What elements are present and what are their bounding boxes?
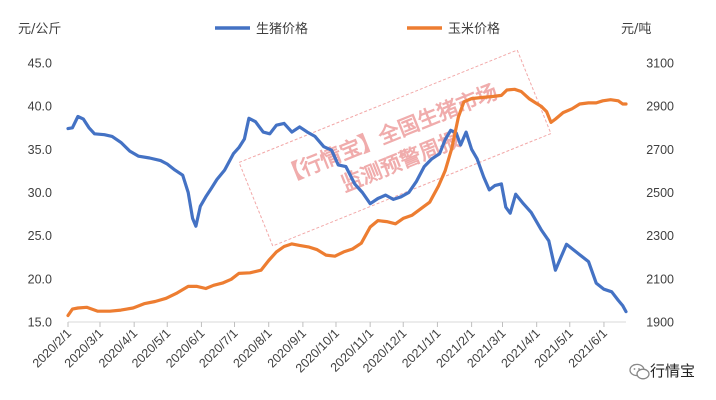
x-ticks: 2020/2/12020/3/12020/4/12020/5/12020/6/1… bbox=[30, 322, 610, 375]
y-left-tick-label: 35.0 bbox=[28, 143, 52, 157]
y-right-tick-label: 2700 bbox=[646, 143, 674, 157]
pig-price-line bbox=[66, 114, 628, 314]
y-right-tick-label: 1900 bbox=[646, 316, 674, 330]
legend-label-corn: 玉米价格 bbox=[448, 21, 500, 37]
y-right-tick-label: 2300 bbox=[646, 229, 674, 243]
y-left-tick-label: 45.0 bbox=[28, 57, 52, 71]
legend: 生猪价格 玉米价格 bbox=[215, 21, 500, 37]
y-left-ticks: 15.0 20.0 25.0 30.0 35.0 40.0 45.0 bbox=[28, 57, 52, 330]
series-lines bbox=[66, 87, 628, 318]
y-right-tick-label: 3100 bbox=[646, 57, 674, 71]
y-left-tick-label: 25.0 bbox=[28, 229, 52, 243]
wechat-icon bbox=[629, 363, 650, 380]
y-right-tick-label: 2500 bbox=[646, 186, 674, 200]
brand-name: 行情宝 bbox=[650, 362, 695, 380]
y-right-tick-label: 2100 bbox=[646, 272, 674, 286]
y-right-tick-label: 2900 bbox=[646, 100, 674, 114]
y-right-ticks: 1900 2100 2300 2500 2700 2900 3100 bbox=[646, 57, 674, 330]
y-left-tick-label: 40.0 bbox=[28, 100, 52, 114]
legend-label-pig: 生猪价格 bbox=[256, 21, 308, 37]
y-left-axis-label: 元/公斤 bbox=[18, 22, 61, 37]
y-left-tick-label: 15.0 bbox=[28, 316, 52, 330]
watermark-border bbox=[238, 49, 552, 247]
brand-logo: 行情宝 bbox=[629, 362, 695, 380]
watermark-stamp: 【行情宝】全国生猪市场 监测预警周报 bbox=[238, 49, 552, 247]
corn-price-line bbox=[66, 87, 628, 318]
y-left-tick-label: 30.0 bbox=[28, 186, 52, 200]
y-left-tick-label: 20.0 bbox=[28, 272, 52, 286]
y-right-axis-label: 元/吨 bbox=[621, 22, 651, 37]
